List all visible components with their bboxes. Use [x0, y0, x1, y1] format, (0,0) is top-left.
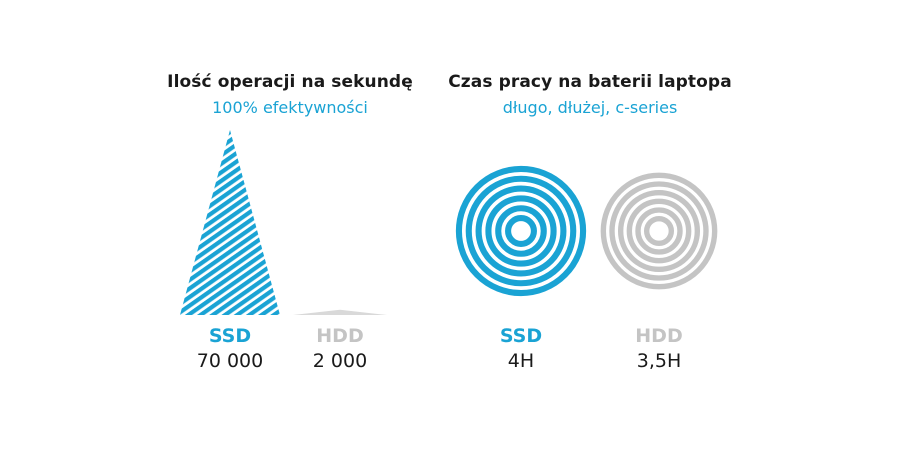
iops-value-hdd: 2 000: [312, 350, 368, 372]
battery-disc-ssd: [455, 165, 587, 297]
iops-marks: [180, 130, 387, 315]
iops-subtitle: 100% efektywności: [212, 98, 368, 117]
battery-value-hdd: 3,5H: [636, 350, 682, 372]
iops-panel: Ilość operacji na sekundę 100% efektywno…: [120, 0, 460, 450]
iops-bar-ssd: [180, 130, 280, 315]
battery-marks: [455, 165, 718, 297]
iops-category-hdd: HDD: [316, 325, 364, 347]
battery-value-ssd: 4H: [507, 350, 535, 372]
battery-disc-hdd: [600, 172, 718, 290]
battery-title: Czas pracy na baterii laptopa: [448, 72, 732, 92]
iops-title: Ilość operacji na sekundę: [167, 72, 413, 92]
battery-panel: Czas pracy na baterii laptopa długo, dłu…: [430, 0, 750, 450]
battery-category-hdd: HDD: [635, 325, 683, 347]
iops-category-ssd: SSD: [208, 325, 252, 347]
iops-value-ssd: 70 000: [196, 350, 264, 372]
iops-bar-hdd: [293, 309, 387, 315]
battery-category-ssd: SSD: [499, 325, 543, 347]
battery-subtitle: długo, dłużej, c-series: [502, 98, 678, 117]
